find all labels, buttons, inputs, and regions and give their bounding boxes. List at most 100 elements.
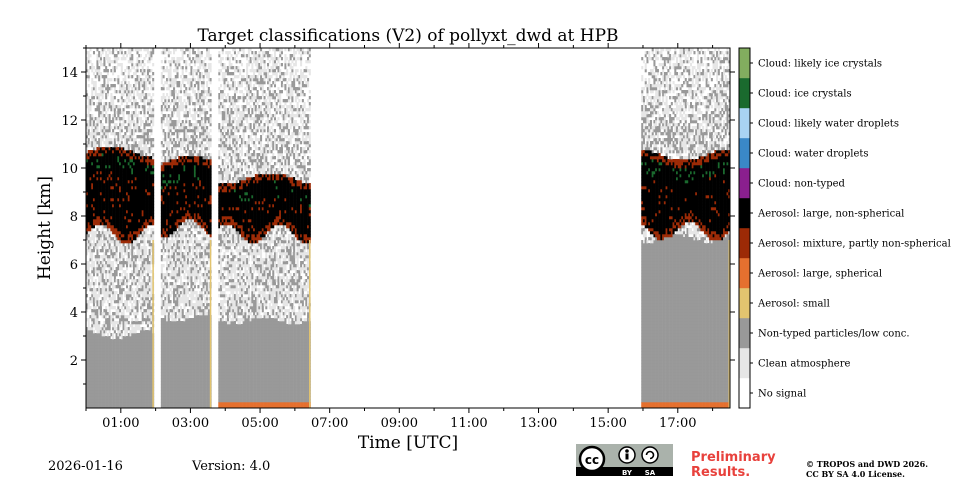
heatmap-cell: [120, 264, 123, 268]
heatmap-cell: [181, 345, 184, 349]
heatmap-cell: [103, 378, 106, 382]
heatmap-cell: [136, 324, 139, 328]
heatmap-cell: [176, 300, 179, 304]
heatmap-cell: [167, 186, 170, 190]
heatmap-cell: [87, 96, 90, 100]
heatmap-cell: [126, 150, 129, 154]
heatmap-cell: [106, 261, 109, 265]
heatmap-cell: [110, 399, 113, 403]
heatmap-cell: [178, 369, 181, 373]
heatmap-cell: [112, 363, 115, 367]
heatmap-cell: [94, 279, 97, 283]
heatmap-cell: [166, 333, 169, 337]
heatmap-cell: [124, 333, 127, 337]
heatmap-cell: [117, 228, 120, 232]
heatmap-cell: [98, 150, 101, 154]
heatmap-cell: [112, 327, 115, 331]
heatmap-cell: [112, 255, 115, 259]
heatmap-cell: [138, 243, 141, 247]
heatmap-cell: [160, 273, 163, 277]
heatmap-cell: [115, 243, 118, 247]
heatmap-cell: [122, 381, 125, 385]
heatmap-cell: [92, 324, 95, 328]
heatmap-cell: [117, 390, 120, 394]
heatmap-cell: [176, 66, 179, 70]
heatmap-cell: [99, 240, 102, 244]
heatmap-cell: [171, 171, 174, 175]
heatmap-cell: [103, 90, 106, 94]
heatmap-cell: [162, 351, 165, 355]
heatmap-cell: [148, 303, 151, 307]
heatmap-cell: [141, 291, 144, 295]
heatmap-cell: [98, 132, 101, 136]
heatmap-cell: [106, 399, 109, 403]
heatmap-cell: [122, 249, 125, 253]
heatmap-cell: [113, 87, 116, 91]
heatmap-cell: [173, 330, 176, 334]
heatmap-cell: [141, 105, 144, 109]
heatmap-cell: [92, 177, 95, 181]
heatmap-cell: [143, 372, 146, 376]
heatmap-cell: [167, 345, 170, 349]
heatmap-cell: [122, 228, 125, 232]
heatmap-cell: [150, 348, 153, 352]
heatmap-cell: [136, 255, 139, 259]
heatmap-cell: [171, 150, 174, 154]
heatmap-cell: [169, 243, 172, 247]
heatmap-cell: [171, 168, 174, 172]
heatmap-cell: [113, 240, 116, 244]
heatmap-cell: [103, 135, 106, 139]
heatmap-cell: [173, 102, 176, 106]
heatmap-cell: [119, 105, 122, 109]
heatmap-cell: [115, 396, 118, 400]
heatmap-cell: [110, 315, 113, 319]
heatmap-cell: [101, 378, 104, 382]
heatmap-cell: [120, 351, 123, 355]
heatmap-cell: [176, 150, 179, 154]
heatmap-cell: [124, 78, 127, 82]
heatmap-cell: [115, 162, 118, 166]
heatmap-cell: [169, 213, 172, 217]
heatmap-cell: [131, 129, 134, 133]
heatmap-cell: [145, 147, 148, 151]
heatmap-cell: [124, 270, 127, 274]
heatmap-cell: [89, 333, 92, 337]
heatmap-cell: [132, 312, 136, 316]
heatmap-cell: [129, 216, 132, 220]
heatmap-cell: [148, 222, 151, 226]
heatmap-cell: [115, 267, 118, 271]
heatmap-cell: [134, 279, 137, 283]
heatmap-cell: [92, 147, 95, 151]
heatmap-cell: [96, 402, 99, 406]
heatmap-cell: [120, 348, 123, 352]
heatmap-cell: [108, 120, 111, 124]
heatmap-cell: [91, 336, 94, 340]
heatmap-cell: [119, 135, 122, 139]
heatmap-cell: [162, 396, 165, 400]
heatmap-cell: [108, 369, 111, 373]
heatmap-cell: [138, 84, 141, 88]
heatmap-cell: [136, 147, 139, 151]
heatmap-cell: [152, 93, 155, 97]
heatmap-cell: [86, 357, 89, 361]
heatmap-cell: [143, 396, 146, 400]
heatmap-cell: [150, 375, 153, 379]
heatmap-cell: [166, 270, 169, 274]
heatmap-cell: [87, 234, 90, 238]
heatmap-cell: [171, 204, 174, 208]
heatmap-cell: [162, 48, 165, 52]
heatmap-cell: [179, 186, 183, 190]
heatmap-cell: [99, 303, 102, 307]
heatmap-cell: [162, 84, 165, 88]
heatmap-cell: [134, 174, 137, 178]
heatmap-cell: [131, 237, 134, 241]
heatmap-cell: [171, 132, 174, 136]
heatmap-cell: [152, 141, 155, 145]
heatmap-cell: [126, 243, 129, 247]
heatmap-cell: [145, 339, 148, 343]
heatmap-cell: [110, 186, 113, 190]
heatmap-cell: [129, 153, 132, 157]
heatmap-cell: [141, 138, 144, 142]
heatmap-cell: [143, 294, 146, 298]
heatmap-cell: [113, 138, 116, 142]
